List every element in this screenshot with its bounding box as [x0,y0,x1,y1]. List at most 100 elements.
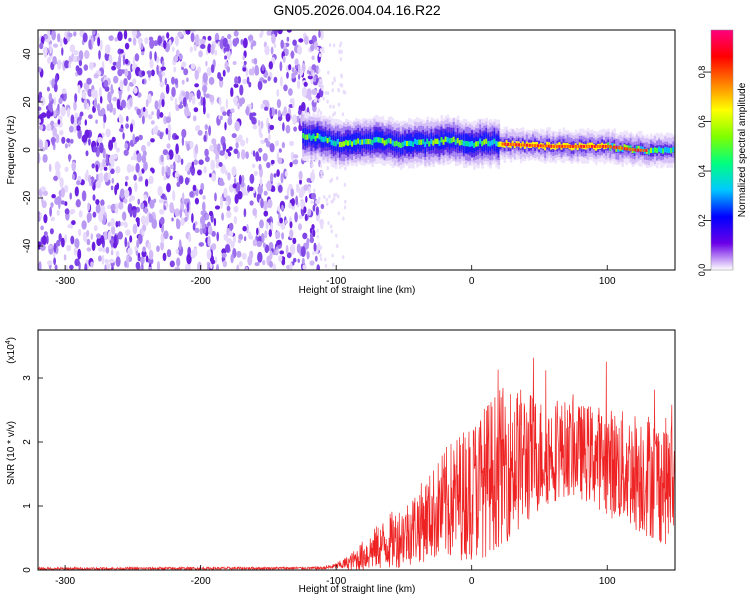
noise-cell [184,177,190,186]
noise-cell [324,263,328,268]
signal-core-cell [361,139,364,145]
noise-cell [243,60,247,66]
noise-cell [132,209,137,218]
noise-cell [127,247,133,256]
noise-cell [126,163,132,173]
noise-cell [166,166,171,176]
signal-ridge-cell [512,143,515,147]
noise-cell [60,187,65,198]
noise-cell [266,30,273,36]
noise-cell [270,159,275,165]
noise-cell [134,182,138,193]
noise-cell [114,234,117,246]
noise-cell [160,154,164,163]
noise-cell [84,50,90,59]
noise-cell [280,222,286,230]
noise-cell [207,235,211,247]
noise-cell [175,171,179,178]
noise-cell [331,253,334,258]
noise-cell [231,133,237,139]
noise-cell [172,190,176,202]
noise-cell [99,162,104,172]
signal-core-cell [456,138,460,144]
signal-ridge-cell [591,144,594,148]
noise-cell [69,125,74,133]
noise-cell [49,228,54,235]
noise-cell [245,106,249,116]
x-tick-label: -100 [326,576,346,587]
noise-cell [83,98,88,110]
noise-cell [318,53,322,58]
noise-cell [176,257,181,267]
noise-cell [63,254,67,261]
noise-cell [55,133,60,144]
noise-cell [108,102,113,113]
noise-cell [289,221,293,229]
noise-cell [292,257,297,263]
noise-cell [166,154,170,161]
signal-core-cell [371,139,374,146]
noise-cell [111,177,115,184]
noise-cell [306,106,310,114]
noise-cell [144,206,148,214]
signal-core-cell [595,145,598,151]
x-tick-label: -200 [191,276,211,287]
noise-cell [75,125,81,131]
noise-cell [125,229,131,236]
noise-cell [331,199,334,204]
noise-cell [337,102,341,107]
noise-cell [95,119,98,124]
noise-cell [124,237,128,248]
signal-core-cell [397,142,401,148]
noise-cell [210,64,215,74]
noise-cell [289,262,293,270]
noise-cell [133,87,138,94]
noise-cell [325,197,328,202]
noise-cell [246,223,249,234]
noise-cell [227,172,231,181]
noise-cell [165,127,169,135]
noise-cell [78,59,83,67]
noise-cell [253,170,258,176]
signal-core-cell [462,140,466,146]
noise-cell [53,242,57,253]
noise-cell [98,172,104,183]
noise-cell [333,193,336,197]
noise-cell [124,58,129,65]
noise-cell [233,216,237,225]
noise-cell [266,162,271,169]
noise-cell [61,237,65,248]
signal-core-cell [326,137,330,144]
noise-cell [333,76,336,81]
noise-cell [240,139,246,147]
noise-cell [240,39,244,45]
signal-ridge-cell [577,144,580,148]
noise-cell [78,210,83,218]
noise-cell [343,182,347,187]
noise-cell [180,158,184,165]
noise-cell [210,43,215,55]
noise-cell [280,172,284,184]
signal-ridge-cell [631,148,634,152]
noise-cell [114,203,119,214]
noise-cell [182,97,187,107]
noise-cell [215,264,220,270]
signal-core-cell [359,139,362,145]
signal-core-cell [399,142,403,149]
noise-cell [60,200,66,205]
noise-cell [163,205,166,210]
noise-cell [77,67,83,76]
noise-cell [74,238,80,249]
noise-cell [157,35,163,46]
noise-cell [91,163,95,169]
noise-cell [90,233,94,240]
noise-cell [104,258,109,264]
noise-cell [310,44,315,52]
noise-cell [284,49,289,57]
y-tick-label: 20 [22,96,33,108]
noise-cell [311,88,318,96]
noise-cell [335,233,338,238]
signal-ridge-cell [596,144,599,148]
noise-cell [175,248,179,255]
noise-cell [300,246,306,258]
